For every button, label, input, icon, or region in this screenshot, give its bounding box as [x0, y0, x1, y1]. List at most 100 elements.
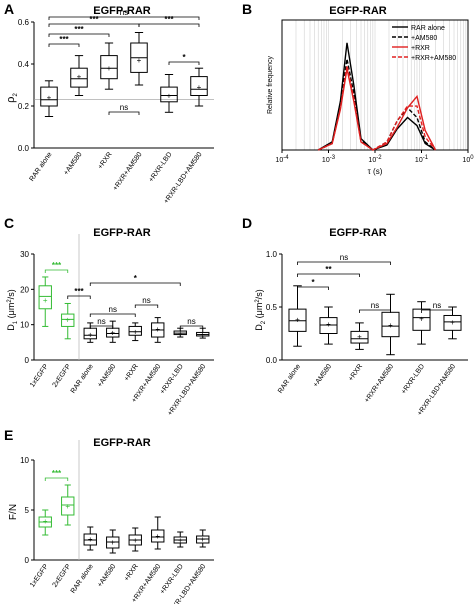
y-tick-label: 0.2	[18, 102, 30, 111]
bracket-label: *	[182, 53, 186, 62]
category-label: +RXR+AM580	[112, 151, 144, 192]
mean-marker: +	[77, 73, 82, 82]
bracket-line	[44, 269, 69, 273]
bracket-line	[297, 273, 360, 277]
y-tick-label: 0	[25, 356, 30, 365]
y-axis-label: F/N	[8, 504, 19, 520]
box-5: +	[128, 527, 142, 552]
significance-bracket: ***	[67, 287, 91, 299]
significance-bracket: ***	[138, 15, 200, 27]
x-axis-label: τ (s)	[368, 167, 383, 176]
box-3: +	[350, 322, 369, 350]
significance-bracket: *	[297, 278, 329, 290]
x-tick-label: 10-4	[275, 155, 289, 164]
box-iqr	[190, 76, 208, 96]
box-3: +	[83, 526, 97, 551]
legend-label: RAR alone	[411, 25, 445, 32]
series-line-2	[317, 58, 436, 151]
bracket-line	[48, 43, 80, 47]
mean-marker: +	[107, 64, 112, 73]
bracket-line	[48, 23, 140, 27]
box-5: +	[160, 74, 178, 113]
panel-title: EGFP-RAR	[93, 227, 151, 239]
box-7: +	[173, 531, 187, 548]
mean-marker: +	[155, 325, 160, 334]
box-1: +	[40, 80, 58, 117]
bracket-line	[297, 261, 391, 265]
box-iqr	[128, 325, 142, 336]
legend-label: +RXR	[411, 45, 430, 52]
box-4: +	[106, 529, 120, 554]
mean-marker: +	[419, 315, 424, 324]
mean-marker: +	[88, 331, 93, 340]
x-tick-label: 100	[462, 155, 474, 164]
y-tick-label: 0	[25, 556, 30, 565]
panel-letter-a: A	[4, 1, 14, 17]
category-label: +RXR	[123, 363, 140, 382]
bracket-label: ns	[120, 8, 128, 17]
bracket-line	[44, 477, 69, 481]
significance-bracket: ns	[359, 301, 391, 313]
bracket-label: ns	[371, 301, 379, 310]
panel-e: 0 5 10 +1xEGFP +2xEGFP + RAR alone + +AM580 + +RXR…	[8, 440, 214, 604]
bracket-label: **	[325, 265, 332, 274]
mean-marker: +	[178, 536, 183, 545]
panel-letter-b: B	[242, 1, 252, 17]
significance-bracket: ns	[134, 296, 159, 308]
category-label: RAR alone	[70, 563, 95, 595]
y-axis-label: ρ2	[5, 93, 19, 103]
series-line-4	[317, 65, 437, 151]
significance-bracket: ns	[89, 305, 136, 317]
panel-letter-d: D	[242, 215, 252, 231]
bracket-label: ns	[142, 296, 150, 305]
box-iqr	[319, 317, 338, 335]
y-tick-label: 0.0	[266, 356, 278, 365]
significance-bracket: *	[89, 274, 181, 286]
bracket-label: ***	[164, 15, 174, 24]
mean-marker: +	[47, 94, 52, 103]
y-tick-label: 10	[20, 321, 29, 330]
box-8: +	[196, 529, 210, 548]
panel-title: EGFP-RAR	[93, 437, 151, 449]
box-2: +	[70, 55, 88, 96]
significance-bracket: ***	[48, 35, 80, 47]
box-iqr	[38, 285, 52, 310]
box-2: +	[319, 306, 338, 345]
mean-marker: +	[167, 92, 172, 101]
bracket-line	[108, 111, 140, 115]
significance-bracket: ns	[297, 253, 391, 265]
box-iqr	[350, 330, 369, 344]
bracket-line	[179, 325, 204, 329]
box-iqr	[288, 308, 307, 332]
bracket-label: *	[134, 274, 138, 283]
y-tick-label: 5	[25, 506, 30, 515]
bracket-line	[421, 309, 453, 313]
y-tick-label: 30	[20, 250, 29, 259]
significance-bracket: ***	[48, 25, 110, 37]
legend-label: +AM580	[411, 35, 437, 42]
y-axis-label: D1 (μm2/s)	[6, 289, 19, 330]
mean-marker: +	[110, 538, 115, 547]
y-tick-label: 0.5	[266, 303, 278, 312]
bracket-line	[48, 33, 110, 37]
mean-marker: +	[65, 315, 70, 324]
category-label: 2xEGFP	[51, 363, 72, 389]
y-tick-label: 20	[20, 285, 29, 294]
legend: RAR alone +AM580 +RXR +RXR+AM580	[392, 25, 456, 62]
panel-a: 0.0 0.2 0.4 0.6 + RAR alone + +AM580 + +RXR + +RXR+…	[5, 8, 214, 205]
category-label: RAR alone	[277, 363, 302, 395]
box-iqr	[61, 496, 75, 516]
bracket-line	[67, 295, 91, 299]
box-8: +	[196, 327, 210, 339]
box-6: +	[443, 306, 462, 340]
mean-marker: +	[133, 536, 138, 545]
mean-marker: +	[295, 316, 300, 325]
category-label: +RXR+AM580	[364, 363, 396, 404]
bracket-label: ***	[52, 261, 62, 270]
panel-c: 0 10 20 30 +1xEGFP +2xEGFP + RAR alone + +AM580 + +…	[6, 234, 214, 417]
bracket-label: ***	[74, 287, 84, 296]
box-6: +	[151, 516, 165, 550]
bracket-label: ***	[52, 469, 62, 478]
series-line-3	[317, 68, 437, 151]
box-1: +	[38, 509, 52, 536]
